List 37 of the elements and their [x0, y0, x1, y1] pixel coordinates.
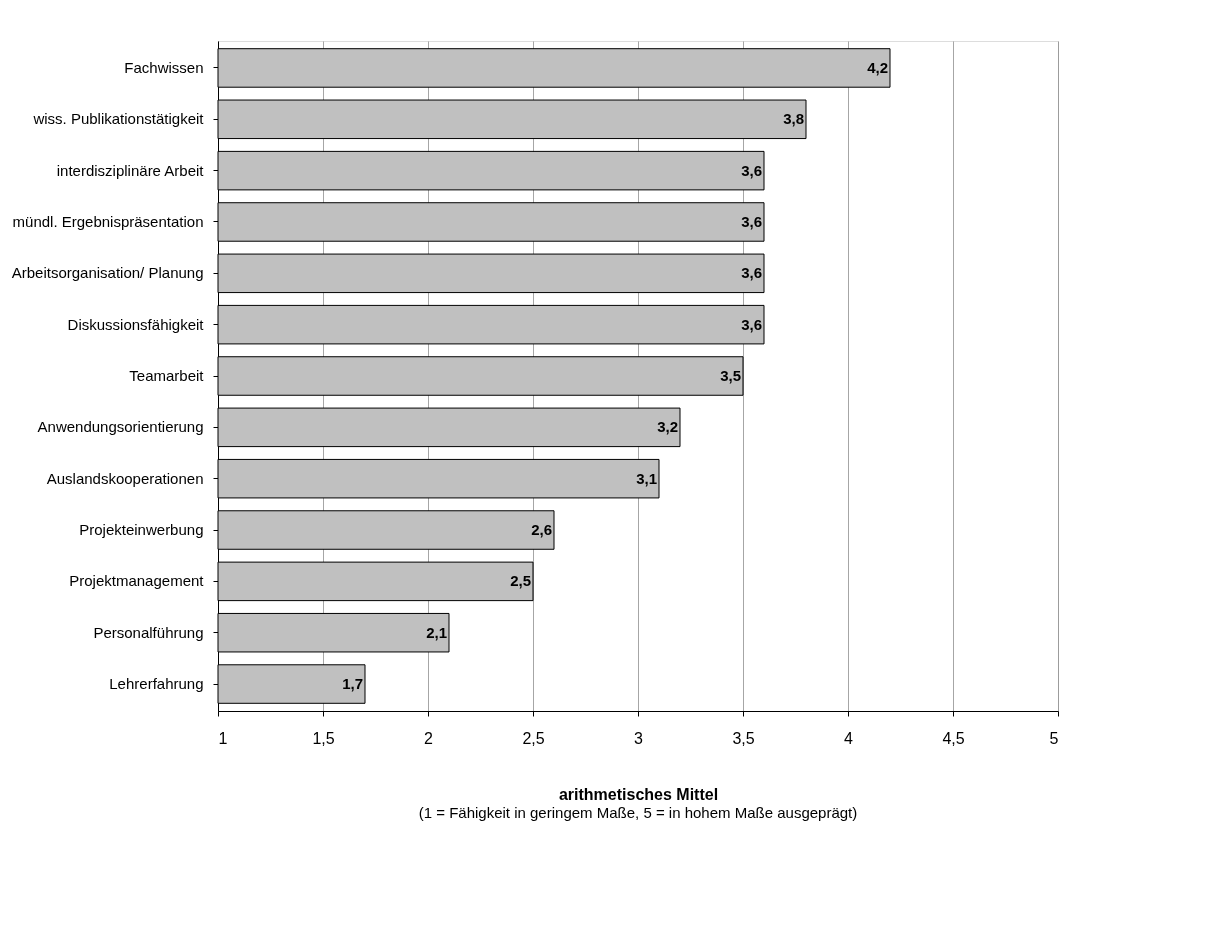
data-label: 3,6 [741, 264, 762, 282]
y-tick-label: Diskussionsfähigkeit [67, 315, 205, 333]
x-tick-label: 2 [424, 729, 434, 747]
data-label: 3,8 [783, 110, 804, 128]
data-label: 2,1 [426, 623, 447, 641]
data-label: 1,7 [342, 675, 363, 693]
data-label: 4,2 [867, 58, 888, 76]
x-tick-label: 4,5 [942, 729, 965, 747]
y-tick-label: Projektmanagement [69, 572, 205, 590]
x-tick-label: 3,5 [732, 729, 755, 747]
y-tick-label: interdisziplinäre Arbeit [56, 161, 205, 179]
data-label: 2,5 [510, 572, 531, 590]
text: (1 = Fähigkeit in geringem Maße, 5 = in hohem Maße ausgeprägt) [418, 804, 858, 821]
y-tick-label: Teamarbeit [129, 367, 205, 384]
y-tick-label: Anwendungsorientierung [37, 418, 204, 436]
x-tick-label: 3 [634, 729, 644, 747]
y-tick-label: Fachwissen [124, 58, 204, 76]
x-tick-label: 1 [218, 729, 228, 747]
y-tick-label: Arbeitsorganisation/ Planung [11, 264, 204, 282]
x-tick-label: 1,5 [312, 729, 335, 747]
data-label: 3,6 [741, 161, 762, 179]
data-label: 3,6 [741, 212, 762, 230]
data-label: 2,6 [531, 521, 552, 539]
y-tick-label: Personalführung [93, 623, 204, 641]
y-tick-label: Lehrerfahrung [109, 675, 204, 693]
x-axis-title: arithmetisches Mittel [558, 785, 719, 803]
y-tick-label: Auslandskooperationen [46, 469, 204, 487]
y-tick-label: mündl. Ergebnispräsentation [12, 212, 204, 230]
x-tick-label: 4 [844, 729, 854, 747]
x-tick-label: 2,5 [522, 729, 545, 747]
x-tick-label: 5 [1049, 729, 1059, 747]
data-label: 3,6 [741, 315, 762, 333]
data-label: 3,5 [720, 367, 741, 384]
data-label: 3,2 [657, 418, 678, 436]
data-label: 3,1 [636, 469, 657, 487]
y-tick-label: Projekteinwerbung [79, 521, 204, 539]
y-tick-label: wiss. Publikationstätigkeit [32, 110, 205, 128]
